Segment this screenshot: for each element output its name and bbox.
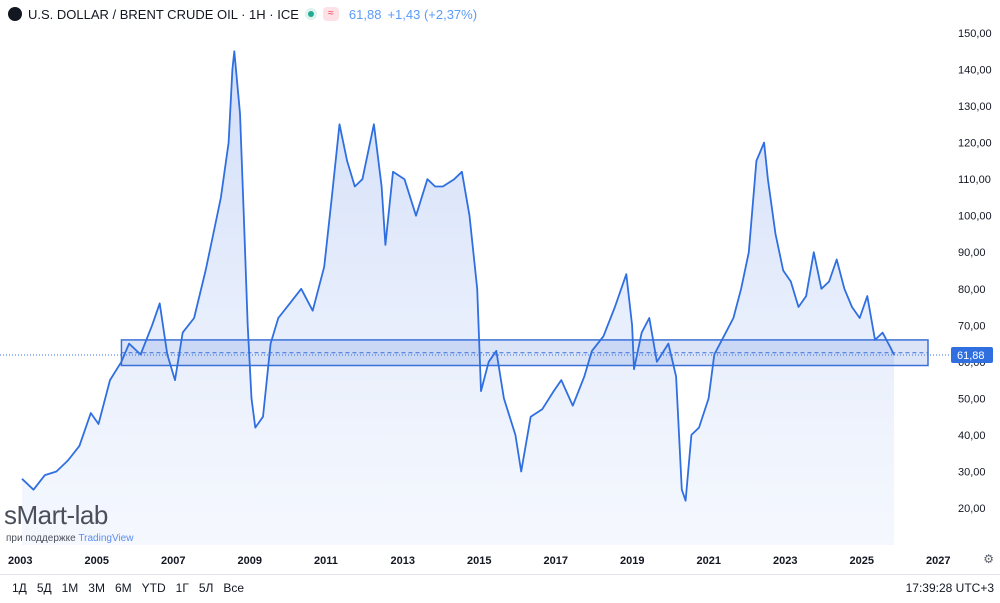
price-area-fill	[22, 51, 895, 546]
y-tick-label: 90,00	[958, 247, 986, 259]
bottom-toolbar: 1Д 5Д 1М 3М 6М YTD 1Г 5Л Все 17:39:28 UTC+3	[0, 574, 1000, 603]
market-status-icon	[304, 8, 317, 20]
current-price-label: 61,88	[957, 350, 985, 362]
wave-indicator-icon: ≈	[322, 7, 339, 21]
price-line[interactable]	[21, 50, 895, 502]
tradingview-link[interactable]: TradingView	[78, 533, 134, 544]
watermark-logo: sMart-lab	[4, 500, 108, 530]
y-tick-label: 110,00	[958, 174, 991, 186]
x-tick-label: 2003	[8, 555, 32, 567]
range-button-1[interactable]: 5Д	[36, 581, 52, 595]
header-price: 61,88	[348, 6, 382, 22]
x-tick-label: 2019	[620, 555, 644, 567]
symbol-title[interactable]: U.S. DOLLAR / BRENT CRUDE OIL · 1H · ICE	[28, 6, 299, 22]
x-tick-label: 2027	[926, 555, 950, 567]
symbol-logo-icon	[8, 7, 22, 21]
y-tick-label: 20,00	[958, 503, 986, 515]
current-price-label-bg	[951, 346, 993, 363]
y-tick-label: 140,00	[958, 65, 992, 77]
x-tick-label: 2013	[391, 555, 415, 567]
clock[interactable]: 17:39:28 UTC+3	[905, 581, 994, 595]
y-tick-label: 50,00	[958, 393, 986, 405]
range-button-8[interactable]: Все	[223, 581, 245, 595]
y-tick-label: 120,00	[958, 138, 992, 150]
settings-gear-icon[interactable]: ⚙	[983, 552, 994, 566]
range-button-0[interactable]: 1Д	[12, 581, 27, 595]
chart-header: U.S. DOLLAR / BRENT CRUDE OIL · 1H · ICE…	[8, 4, 477, 24]
range-button-6[interactable]: 1Г	[175, 581, 189, 595]
range-button-7[interactable]: 5Л	[198, 581, 214, 595]
header-change: +1,43 (+2,37%)	[387, 6, 478, 22]
support-text: при поддержке TradingView	[6, 533, 133, 544]
range-button-5[interactable]: YTD	[141, 581, 166, 595]
x-tick-label: 2017	[544, 555, 568, 567]
support-prefix: при поддержке	[6, 533, 76, 544]
y-tick-label: 30,00	[958, 466, 986, 478]
x-tick-label: 2015	[467, 555, 491, 567]
x-tick-label: 2005	[85, 555, 109, 567]
x-tick-label: 2025	[850, 555, 874, 567]
y-tick-label: 40,00	[958, 430, 986, 442]
price-chart[interactable]: 20,0030,0040,0050,0060,0070,0080,0090,00…	[0, 0, 1000, 574]
x-tick-label: 2011	[314, 555, 338, 567]
y-tick-label: 150,00	[958, 28, 992, 40]
range-button-3[interactable]: 3М	[88, 581, 105, 595]
range-button-4[interactable]: 6М	[114, 581, 132, 595]
x-tick-label: 2021	[697, 555, 721, 567]
x-tick-label: 2007	[161, 555, 185, 567]
x-tick-label: 2009	[238, 555, 262, 567]
x-tick-label: 2023	[773, 555, 797, 567]
y-tick-label: 100,00	[958, 211, 992, 223]
y-tick-label: 130,00	[958, 101, 992, 113]
y-tick-label: 70,00	[958, 320, 986, 332]
range-buttons: 1Д 5Д 1М 3М 6М YTD 1Г 5Л Все	[12, 581, 254, 595]
range-button-2[interactable]: 1М	[61, 581, 79, 595]
y-tick-label: 80,00	[958, 284, 986, 296]
